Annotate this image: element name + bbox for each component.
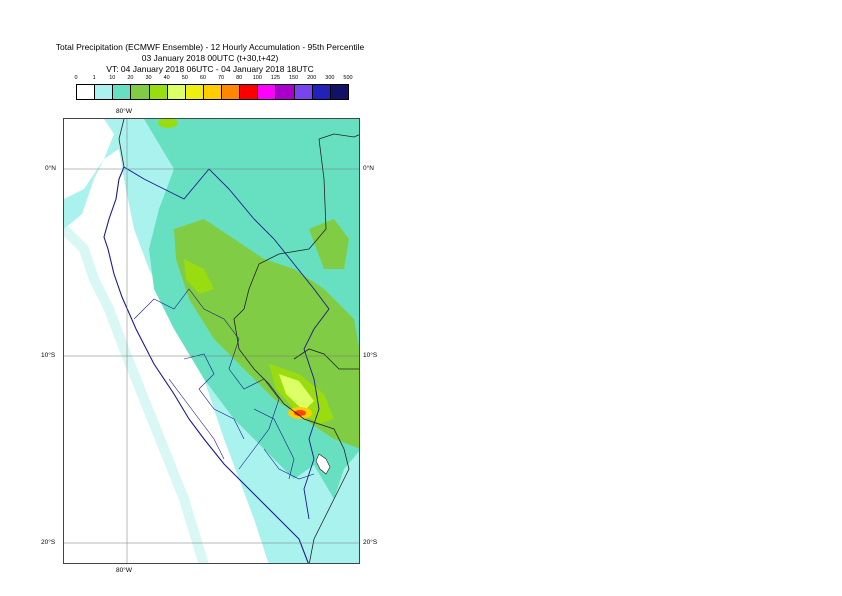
lat-label-10s-left: 10°S — [41, 352, 56, 359]
chart-title: Total Precipitation (ECMWF Ensemble) - 1… — [55, 42, 365, 52]
legend-color-box — [311, 84, 331, 100]
legend-color-box — [166, 84, 186, 100]
lon-label-top: 80°W — [116, 108, 132, 115]
lat-label-10s-right: 10°S — [363, 352, 378, 359]
precip-40-50 — [279, 374, 314, 411]
national-borders-2 — [118, 119, 359, 370]
legend-tick-label: 125 — [270, 75, 281, 81]
legend-color-box — [202, 84, 223, 100]
precip-30-40-north — [184, 259, 214, 294]
legend-tick-label: 300 — [325, 75, 335, 81]
color-legend: 0 1 10 20 30 40 50 60 70 80 100 125 150 200 300 500 — [74, 75, 353, 105]
legend-color-box — [76, 84, 96, 100]
precip-20-30-east — [309, 219, 349, 269]
legend-tick-label: 70 — [218, 75, 225, 81]
legend-color-box — [221, 84, 241, 100]
lat-label-0-left: 0°N — [45, 165, 56, 172]
legend-tick-label: 80 — [236, 75, 243, 81]
precip-high-core — [294, 410, 306, 416]
legend-color-box — [275, 84, 295, 100]
legend-color-box — [94, 84, 114, 100]
lon-label-bottom: 80°W — [116, 567, 132, 574]
legend-color-box — [293, 84, 313, 100]
legend-color-box — [257, 84, 277, 100]
legend-tick-label: 1 — [92, 75, 96, 81]
legend-tick-label: 20 — [127, 75, 134, 81]
regional-borders — [133, 288, 315, 480]
legend-tick-label: 10 — [109, 75, 116, 81]
valid-time-label: VT: 04 January 2018 06UTC - 04 January 2… — [106, 64, 314, 74]
coastal-band — [64, 225, 209, 563]
precip-north-patch — [158, 119, 178, 128]
national-borders — [233, 133, 359, 563]
lake-titicaca — [315, 453, 331, 475]
legend-tick-label: 500 — [343, 75, 353, 81]
legend-color-box — [239, 84, 259, 100]
coastline — [103, 166, 309, 563]
base-time-label: 03 January 2018 00UTC (t+30,t+42) — [141, 53, 279, 63]
legend-color-box — [148, 84, 168, 100]
legend-tick-label: 150 — [289, 75, 299, 81]
legend-tick-label: 50 — [181, 75, 188, 81]
precipitation-map — [63, 118, 360, 564]
lat-label-20s-left: 20°S — [41, 539, 56, 546]
map-canvas — [64, 119, 359, 563]
legend-color-box — [329, 84, 349, 100]
legend-color-box — [112, 84, 132, 100]
legend-tick-label: 60 — [199, 75, 206, 81]
legend-tick-label: 100 — [252, 75, 262, 81]
lat-label-20s-right: 20°S — [363, 539, 378, 546]
legend-tick-label: 200 — [307, 75, 317, 81]
lat-label-0-right: 0°N — [363, 165, 374, 172]
dry-area-north — [64, 119, 114, 199]
country-border — [123, 166, 330, 520]
legend-color-box — [130, 84, 150, 100]
legend-tick-label: 0 — [74, 75, 78, 81]
legend-color-box — [184, 84, 204, 100]
legend-tick-label: 30 — [145, 75, 152, 81]
legend-tick-label: 40 — [163, 75, 170, 81]
